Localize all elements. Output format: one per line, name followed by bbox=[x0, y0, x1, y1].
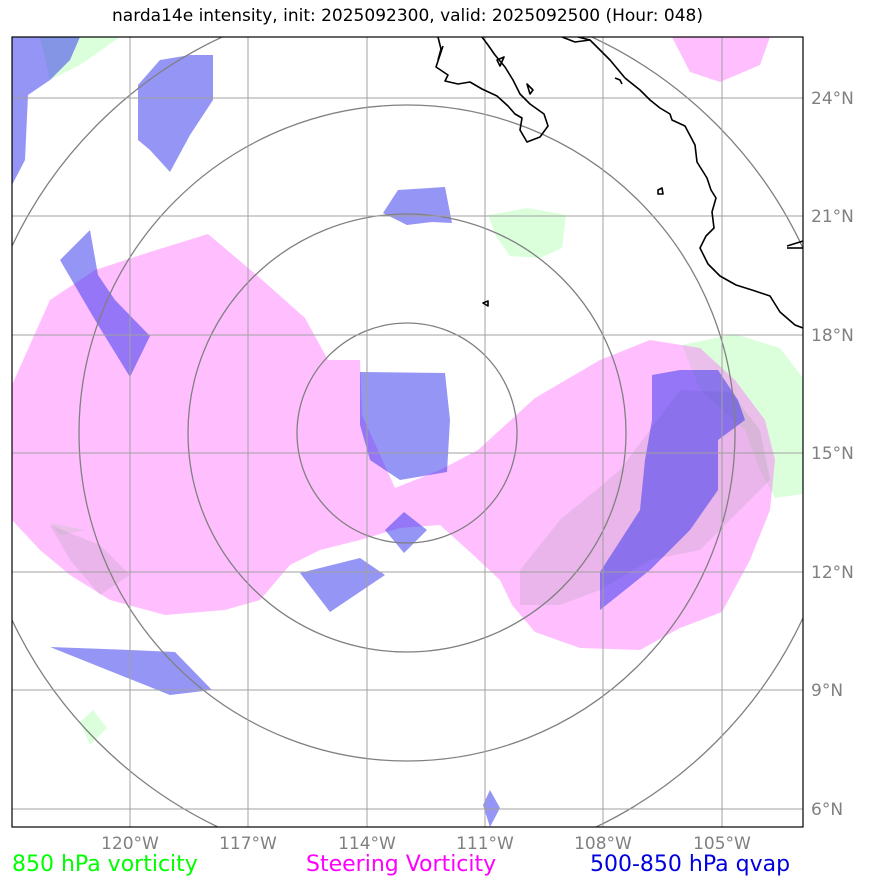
lon-label-105w: 105°W bbox=[693, 834, 751, 854]
lon-label-120w: 120°W bbox=[101, 834, 159, 854]
graticule bbox=[12, 37, 803, 827]
lon-label-114w: 114°W bbox=[338, 834, 396, 854]
map-title: narda14e intensity, init: 2025092300, va… bbox=[112, 6, 703, 26]
range-rings bbox=[12, 37, 803, 827]
steering-vorticity-shading bbox=[12, 37, 775, 650]
lat-label-24n: 24°N bbox=[811, 89, 854, 109]
lat-label-6n: 6°N bbox=[811, 800, 843, 820]
lon-label-111w: 111°W bbox=[456, 834, 514, 854]
lat-label-18n: 18°N bbox=[811, 326, 854, 346]
legend-steering-vorticity: Steering Vorticity bbox=[306, 852, 497, 877]
map-frame bbox=[11, 36, 804, 828]
lat-label-12n: 12°N bbox=[811, 563, 854, 583]
lon-label-108w: 108°W bbox=[574, 834, 632, 854]
lat-label-15n: 15°N bbox=[811, 444, 854, 464]
lon-label-117w: 117°W bbox=[219, 834, 277, 854]
coastline bbox=[435, 37, 803, 329]
lat-label-21n: 21°N bbox=[811, 207, 854, 227]
latitude-tick-labels: 24°N 21°N 18°N 15°N 12°N 9°N 6°N bbox=[811, 89, 854, 820]
lat-label-9n: 9°N bbox=[811, 681, 843, 701]
longitude-tick-labels: 120°W 117°W 114°W 111°W 108°W 105°W bbox=[101, 834, 751, 854]
legend-850-hpa-vorticity: 850 hPa vorticity bbox=[12, 852, 198, 877]
legend-qvap: 500-850 hPa qvap bbox=[590, 852, 791, 877]
